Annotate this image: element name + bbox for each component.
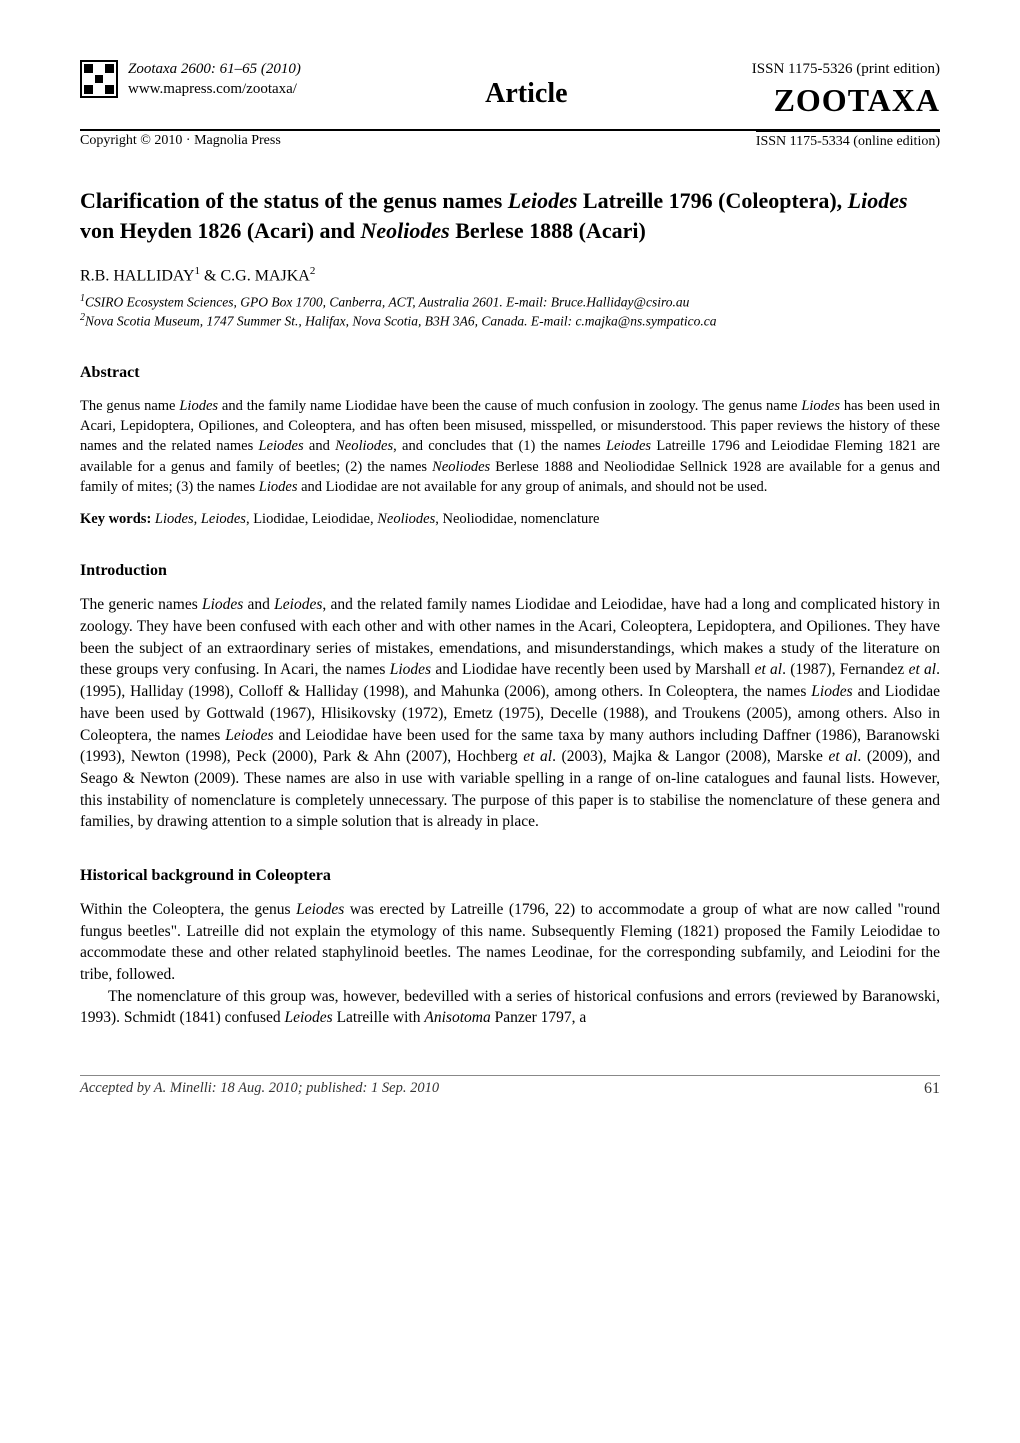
article-title: Clarification of the status of the genus…	[80, 186, 940, 245]
introduction-heading: Introduction	[80, 562, 940, 580]
abstract-seg: , and concludes that (1) the names	[393, 438, 606, 454]
body-genus: Leiodes	[296, 901, 344, 918]
body-seg: Panzer 1797, a	[491, 1009, 587, 1026]
header-left-text: Zootaxa 2600: 61–65 (2010) www.mapress.c…	[128, 60, 301, 99]
zootaxa-logo: ZOOTAXA	[752, 80, 940, 122]
abstract-seg: and	[304, 438, 335, 454]
article-type-label: Article	[485, 78, 567, 110]
page-number: 61	[924, 1080, 940, 1098]
keyword-sep: , Neoliodidae, nomenclature	[435, 511, 599, 527]
body-genus: Liodes	[811, 683, 852, 700]
abstract-genus: Liodes	[179, 398, 218, 414]
background-paragraph-2: The nomenclature of this group was, howe…	[80, 986, 940, 1029]
abstract-genus: Leiodes	[606, 438, 651, 454]
affiliation-2: 2Nova Scotia Museum, 1747 Summer St., Ha…	[80, 311, 940, 330]
abstract-genus: Neoliodes	[335, 438, 393, 454]
abstract-genus: Neoliodes	[432, 459, 490, 475]
keywords-line: Key words: Liodes, Leiodes, Liodidae, Le…	[80, 511, 940, 528]
journal-header: Zootaxa 2600: 61–65 (2010) www.mapress.c…	[80, 60, 940, 121]
keyword: Leiodes	[201, 511, 246, 527]
background-heading: Historical background in Coleoptera	[80, 867, 940, 885]
body-etal: et al	[828, 748, 857, 765]
title-genus: Liodes	[848, 188, 908, 213]
keyword-sep: , Liodidae, Leiodidae,	[246, 511, 377, 527]
body-genus: Liodes	[390, 661, 431, 678]
author-name: R.B. HALLIDAY	[80, 268, 195, 285]
abstract-seg: The genus name	[80, 398, 179, 414]
publisher-logo-icon	[80, 60, 118, 98]
page-footer: Accepted by A. Minelli: 18 Aug. 2010; pu…	[80, 1076, 940, 1098]
affiliation-1: 1CSIRO Ecosystem Sciences, GPO Box 1700,…	[80, 292, 940, 311]
background-paragraph-1: Within the Coleoptera, the genus Leiodes…	[80, 899, 940, 986]
author-name: C.G. MAJKA	[220, 268, 309, 285]
title-seg: Latreille 1796 (Coleoptera),	[577, 188, 847, 213]
title-genus: Leiodes	[508, 188, 578, 213]
body-seg: and Liodidae have recently been used by …	[431, 661, 754, 678]
header-left: Zootaxa 2600: 61–65 (2010) www.mapress.c…	[80, 60, 301, 99]
title-seg: von Heyden 1826 (Acari) and	[80, 218, 361, 243]
title-seg: Clarification of the status of the genus…	[80, 188, 508, 213]
body-seg: The generic names	[80, 596, 202, 613]
header-rule-bottom: Copyright © 2010 · Magnolia Press ISSN 1…	[80, 130, 940, 150]
body-genus: Anisotoma	[424, 1009, 490, 1026]
body-seg: Within the Coleoptera, the genus	[80, 901, 296, 918]
keywords-label: Key words:	[80, 511, 151, 527]
author-sup: 2	[310, 265, 316, 277]
title-seg: Berlese 1888 (Acari)	[450, 218, 646, 243]
body-genus: Leiodes	[284, 1009, 332, 1026]
journal-url: www.mapress.com/zootaxa/	[128, 80, 301, 100]
body-genus: Liodes	[202, 596, 243, 613]
body-etal: et al	[523, 748, 552, 765]
issn-print: ISSN 1175-5326 (print edition)	[752, 60, 940, 80]
abstract-genus: Leiodes	[259, 438, 304, 454]
body-seg: . (2003), Majka & Langor (2008), Marske	[552, 748, 828, 765]
body-genus: Leiodes	[274, 596, 322, 613]
body-etal: et al	[909, 661, 937, 678]
abstract-paragraph: The genus name Liodes and the family nam…	[80, 396, 940, 497]
body-genus: Leiodes	[225, 727, 273, 744]
body-seg: . (1987), Fernandez	[782, 661, 908, 678]
issn-online: ISSN 1175-5334 (online edition)	[756, 130, 940, 150]
keyword: Liodes	[151, 511, 193, 527]
affiliation-text: CSIRO Ecosystem Sciences, GPO Box 1700, …	[85, 294, 689, 309]
body-etal: et al	[755, 661, 783, 678]
abstract-genus: Liodes	[259, 479, 298, 495]
body-seg: Latreille with	[333, 1009, 425, 1026]
title-genus: Neoliodes	[361, 218, 450, 243]
abstract-genus: Liodes	[801, 398, 840, 414]
abstract-seg: and Liodidae are not available for any g…	[297, 479, 767, 495]
keyword: Neoliodes	[377, 511, 435, 527]
intro-paragraph: The generic names Liodes and Leiodes, an…	[80, 594, 940, 833]
author-sep: &	[200, 268, 220, 285]
abstract-seg: and the family name Liodidae have been t…	[218, 398, 801, 414]
abstract-heading: Abstract	[80, 364, 940, 382]
journal-citation: Zootaxa 2600: 61–65 (2010)	[128, 61, 301, 77]
header-right: ISSN 1175-5326 (print edition) ZOOTAXA	[752, 60, 940, 121]
affiliation-text: Nova Scotia Museum, 1747 Summer St., Hal…	[85, 313, 716, 328]
body-seg: and	[243, 596, 274, 613]
accepted-line: Accepted by A. Minelli: 18 Aug. 2010; pu…	[80, 1080, 439, 1098]
copyright-line: Copyright © 2010 · Magnolia Press	[80, 133, 281, 150]
authors-line: R.B. HALLIDAY1 & C.G. MAJKA2	[80, 265, 940, 285]
keyword-sep: ,	[194, 511, 201, 527]
